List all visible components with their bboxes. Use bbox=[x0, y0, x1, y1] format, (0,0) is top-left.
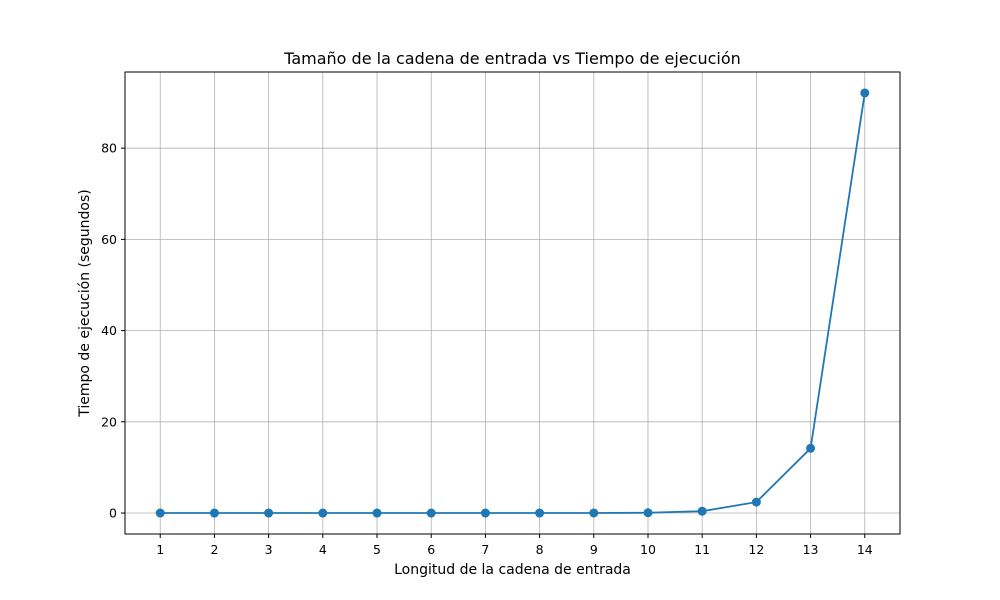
y-tick-label: 0 bbox=[109, 506, 117, 521]
x-tick-label: 5 bbox=[373, 542, 381, 557]
y-tick-label: 60 bbox=[101, 232, 117, 247]
y-tick-label: 40 bbox=[101, 323, 117, 338]
x-tick-label: 9 bbox=[590, 542, 598, 557]
data-point bbox=[155, 508, 165, 518]
x-tick-label: 12 bbox=[748, 542, 764, 557]
y-tick-label: 20 bbox=[101, 414, 117, 429]
data-point bbox=[372, 508, 382, 518]
data-point bbox=[535, 508, 545, 518]
x-tick-label: 1 bbox=[156, 542, 164, 557]
chart-title: Tamaño de la cadena de entrada vs Tiempo… bbox=[283, 49, 741, 68]
data-point bbox=[209, 508, 219, 518]
plot-frame bbox=[124, 71, 901, 535]
data-point bbox=[318, 508, 328, 518]
plot-background bbox=[125, 72, 900, 534]
x-axis-label: Longitud de la cadena de entrada bbox=[394, 562, 631, 578]
data-point bbox=[697, 506, 707, 516]
x-tick-label: 11 bbox=[694, 542, 710, 557]
x-tick-label: 14 bbox=[857, 542, 873, 557]
x-tick-label: 6 bbox=[427, 542, 435, 557]
x-tick-label: 13 bbox=[803, 542, 819, 557]
x-tick-label: 8 bbox=[536, 542, 544, 557]
series-layer bbox=[155, 88, 870, 518]
y-axis-ticks: 0 20 40 60 80 bbox=[101, 141, 125, 521]
data-point bbox=[480, 508, 490, 518]
x-tick-label: 2 bbox=[210, 542, 218, 557]
data-point bbox=[751, 497, 761, 507]
data-point bbox=[643, 508, 653, 518]
x-tick-label: 10 bbox=[640, 542, 656, 557]
x-tick-label: 4 bbox=[319, 542, 327, 557]
x-tick-label: 3 bbox=[265, 542, 273, 557]
data-point bbox=[860, 88, 870, 98]
y-tick-label: 80 bbox=[101, 141, 117, 156]
y-axis-label: Tiempo de ejecución (segundos) bbox=[77, 189, 93, 418]
data-point bbox=[264, 508, 274, 518]
x-axis-ticks: 1 2 3 4 5 6 7 8 9 10 11 12 13 14 bbox=[156, 534, 873, 557]
grid bbox=[125, 72, 900, 534]
data-point bbox=[806, 443, 816, 453]
series-line bbox=[160, 92, 866, 514]
x-tick-label: 7 bbox=[481, 542, 489, 557]
data-point bbox=[426, 508, 436, 518]
data-point bbox=[589, 508, 599, 518]
